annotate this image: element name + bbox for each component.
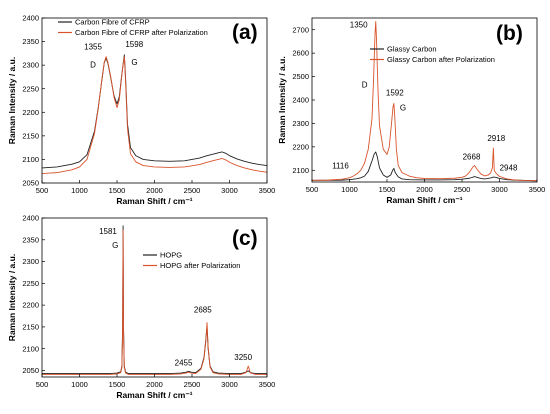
peak-annotation: 1581 (99, 227, 117, 236)
series-line-after (41, 56, 268, 175)
peak-annotation: 3250 (234, 353, 252, 362)
panel-label: (c) (232, 227, 258, 250)
y-tick-label: 2150 (22, 323, 39, 332)
x-axis-label: Raman Shift / cm⁻¹ (116, 196, 192, 206)
y-tick-label: 2300 (22, 61, 39, 70)
series-line-after (311, 21, 538, 182)
peak-annotation: G (112, 241, 118, 250)
x-tick-label: 2000 (416, 185, 433, 194)
y-tick-label: 2600 (292, 49, 309, 58)
peak-annotation: 2918 (487, 134, 505, 143)
peak-annotation: 1355 (84, 42, 102, 51)
peak-annotation: 2948 (500, 164, 518, 173)
y-axis-label: Raman Intensity / a.u. (7, 254, 17, 341)
panel-label: (b) (496, 22, 523, 45)
x-tick-label: 500 (36, 380, 49, 389)
x-tick-label: 3000 (221, 186, 238, 195)
legend-entry: Glassy Carbon (387, 45, 437, 54)
x-tick-label: 2500 (184, 186, 201, 195)
y-tick-label: 2100 (22, 155, 39, 164)
x-tick-label: 2500 (184, 380, 201, 389)
x-tick-label: 1500 (379, 185, 396, 194)
x-tick-label: 3500 (529, 185, 546, 194)
x-tick-label: 2500 (454, 185, 471, 194)
x-tick-label: 500 (36, 186, 49, 195)
y-tick-label: 2500 (292, 72, 309, 81)
y-tick-label: 2150 (22, 131, 39, 140)
series-line-before (41, 54, 268, 169)
panel-b: 500 1000 1500 2000 2500 3000 3500 2100 2200 2300 2… (277, 17, 546, 205)
x-tick-label: 1500 (109, 186, 126, 195)
y-tick-label: 2400 (292, 96, 309, 105)
x-tick-label: 500 (306, 185, 319, 194)
peak-annotation: 2668 (463, 153, 481, 162)
panel-label: (a) (232, 21, 258, 44)
peak-annotation: D (90, 60, 96, 69)
y-tick-label: 2700 (292, 25, 309, 34)
legend-entry: HOPG (160, 251, 182, 260)
x-tick-label: 1000 (71, 380, 88, 389)
x-tick-label: 2000 (146, 380, 163, 389)
x-tick-label: 3000 (491, 185, 508, 194)
y-tick-label: 2350 (22, 37, 39, 46)
peak-annotation: 1116 (332, 162, 349, 171)
peak-annotation: 1350 (350, 21, 368, 30)
peak-annotation: 1598 (125, 40, 143, 49)
y-axis-label: Raman Intensity / a.u. (7, 57, 17, 144)
x-tick-label: 1000 (341, 185, 358, 194)
peak-annotation: 2455 (175, 358, 193, 367)
x-tick-label: 3500 (259, 380, 276, 389)
y-tick-label: 2200 (22, 108, 39, 117)
legend-entry: Glassy Carbon after Polarization (387, 55, 495, 64)
peak-annotation: 1592 (386, 89, 404, 98)
panel-c: 500 1000 1500 2000 2500 3000 3500 2050 2100 2150 2… (7, 214, 275, 400)
x-axis-label: Raman Shift / cm⁻¹ (116, 390, 192, 400)
y-tick-label: 2100 (292, 166, 309, 175)
y-tick-label: 2250 (22, 84, 39, 93)
y-tick-label: 2400 (22, 214, 39, 223)
series-line-after (42, 229, 267, 375)
y-tick-label: 2250 (22, 279, 39, 288)
y-tick-label: 2200 (22, 301, 39, 310)
y-tick-label: 2200 (292, 142, 309, 151)
y-tick-label: 2050 (22, 366, 39, 375)
panel-a: 500 1000 1500 2000 2500 3000 3500 2050 2100 2150 2… (7, 14, 275, 206)
y-tick-label: 2100 (22, 344, 39, 353)
legend-entry: Carbon Fibre of CFRP (75, 18, 150, 27)
y-axis-label: Raman Intensity / a.u. (277, 56, 287, 143)
x-tick-label: 3500 (259, 186, 276, 195)
y-tick-label: 2350 (22, 235, 39, 244)
x-tick-label: 1500 (109, 380, 126, 389)
x-tick-label: 3000 (221, 380, 238, 389)
x-axis-label: Raman Shift / cm⁻¹ (386, 195, 462, 205)
y-tick-label: 2300 (22, 257, 39, 266)
legend-entry: HOPG after Polarization (160, 261, 240, 270)
peak-annotation: G (131, 58, 137, 67)
peak-annotation: 2685 (194, 306, 212, 315)
peak-annotation: G (400, 104, 406, 113)
x-tick-label: 2000 (146, 186, 163, 195)
series-line-before (312, 151, 538, 182)
x-tick-label: 1000 (71, 186, 88, 195)
y-tick-label: 2050 (22, 179, 39, 188)
y-tick-label: 2400 (22, 14, 39, 23)
peak-annotation: D (362, 81, 368, 90)
y-tick-label: 2300 (292, 119, 309, 128)
legend-entry: Carbon Fibre of CFRP after Polarization (75, 28, 208, 37)
